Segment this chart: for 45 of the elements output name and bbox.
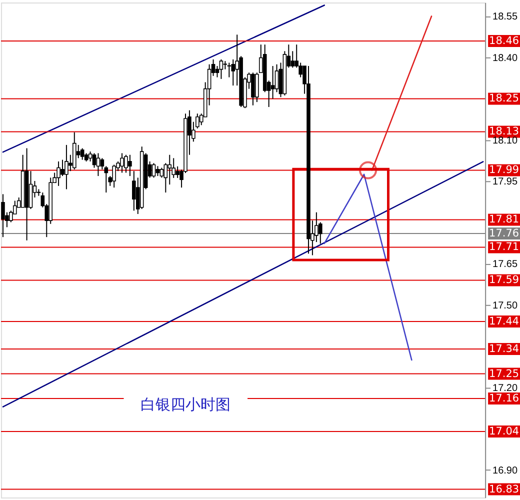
ref-line-label: 18.25 xyxy=(489,92,520,105)
ref-line-label: 18.46 xyxy=(489,34,520,47)
candlestick xyxy=(227,62,232,78)
candlestick xyxy=(251,72,255,106)
y-tick-label: 16.90 xyxy=(492,466,518,477)
ref-line-label: 17.81 xyxy=(489,214,520,226)
candlestick xyxy=(56,160,60,186)
candlestick xyxy=(219,58,224,80)
y-tick-label: 17.65 xyxy=(492,259,518,270)
candlestick xyxy=(112,164,116,188)
candlestick xyxy=(1,194,5,238)
ref-line-label: 18.13 xyxy=(489,126,520,138)
ref-line-label: 17.71 xyxy=(489,241,520,254)
candlestick xyxy=(64,144,68,190)
y-tick-label: 18.10 xyxy=(492,135,518,146)
y-tick-label: 17.50 xyxy=(492,300,518,312)
ref-line-label: 17.16 xyxy=(489,392,520,405)
candlestick xyxy=(28,170,33,210)
candlestick xyxy=(60,159,64,177)
candlestick xyxy=(80,148,84,160)
candlestick xyxy=(270,66,275,100)
candlestick xyxy=(128,154,132,177)
candlestick xyxy=(124,154,128,174)
y-tick-label: 17.95 xyxy=(492,176,518,188)
ref-line-label: 17.25 xyxy=(489,368,520,380)
candlestick xyxy=(168,154,172,186)
ref-line-label: 16.83 xyxy=(489,483,520,496)
ref-line-label: 17.04 xyxy=(489,426,520,438)
ref-line-label: 17.59 xyxy=(489,274,520,286)
candlestick xyxy=(156,166,160,177)
annotation: 白银四小时图 xyxy=(140,396,231,414)
y-tick-label: 17.20 xyxy=(492,383,518,394)
ref-line-label: 17.44 xyxy=(489,316,520,328)
ref-line-label: 17.76 xyxy=(489,227,520,240)
candlestick xyxy=(96,152,100,177)
candlestick xyxy=(152,162,156,178)
candlestick xyxy=(176,166,180,178)
candlestick xyxy=(132,170,136,212)
ref-line-label: 17.99 xyxy=(489,164,520,176)
y-tick-label: 18.40 xyxy=(492,52,518,64)
candlestick xyxy=(160,167,164,178)
candlestick xyxy=(120,152,124,174)
candlestick xyxy=(290,50,295,68)
ref-line-label: 17.34 xyxy=(489,343,520,356)
y-tick-label: 18.55 xyxy=(492,12,518,23)
